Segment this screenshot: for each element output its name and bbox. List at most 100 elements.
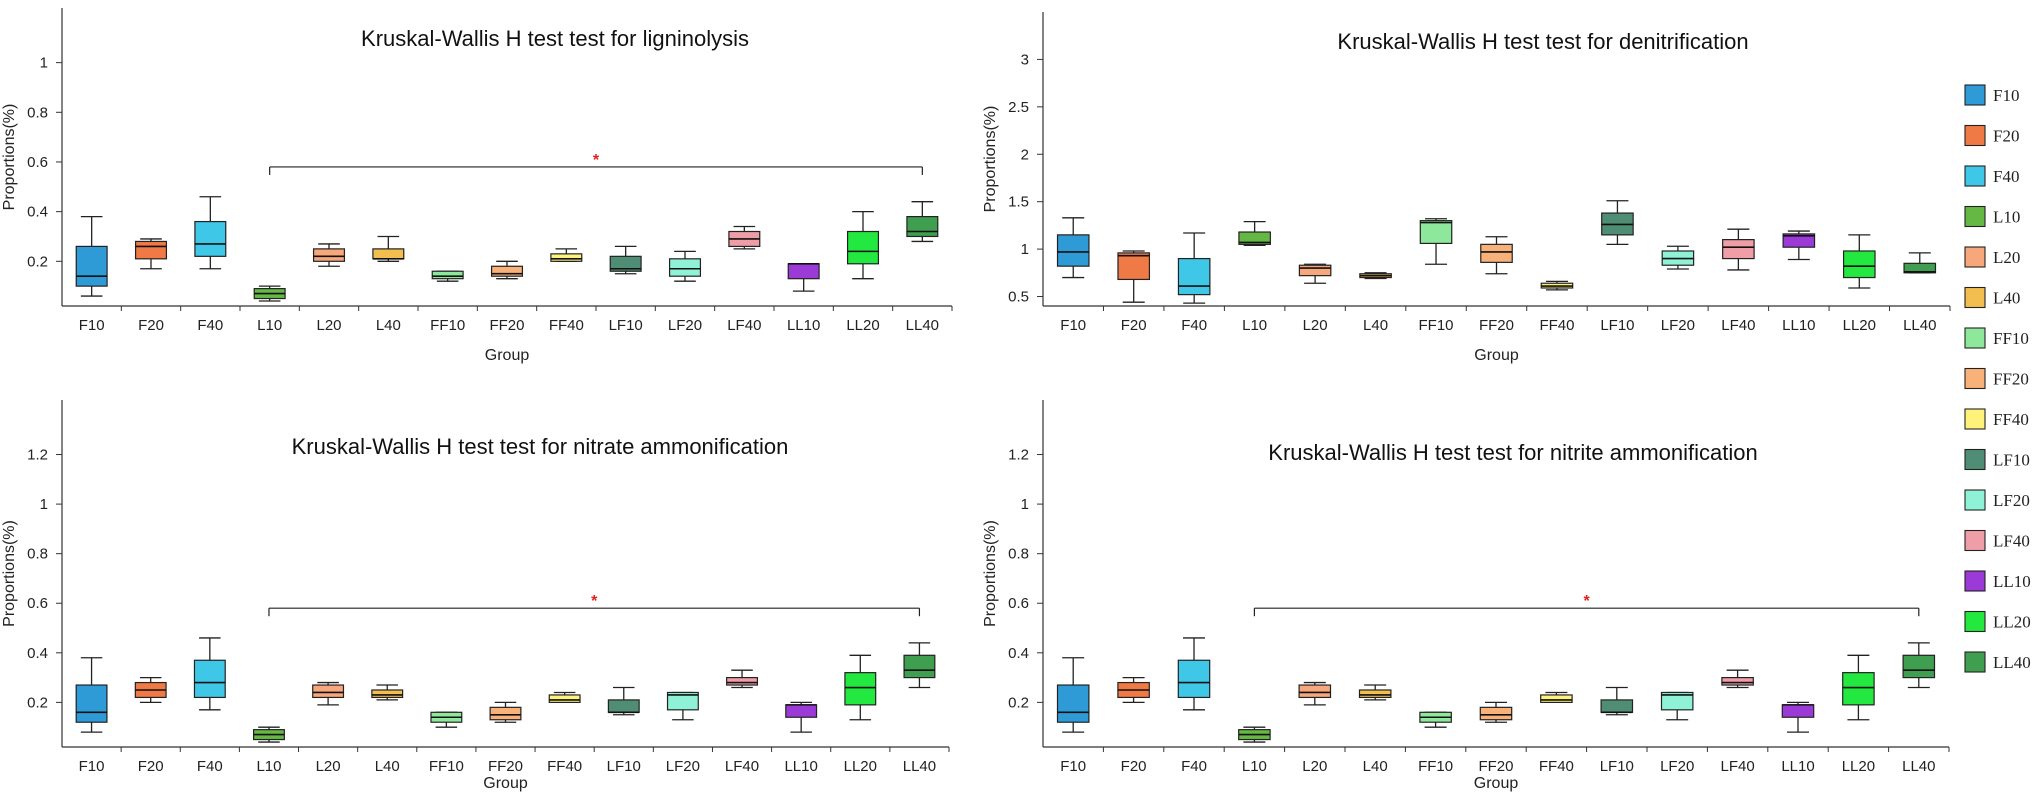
y-tick-label: 0.8 bbox=[27, 546, 48, 563]
legend-item-l40: L40 bbox=[1964, 286, 2020, 309]
legend-swatch bbox=[1964, 84, 1986, 106]
box-body bbox=[607, 699, 640, 713]
box-body bbox=[312, 248, 346, 262]
box-lf40: LF40 bbox=[1721, 228, 1770, 334]
box-body bbox=[1781, 704, 1815, 718]
significance-label: * bbox=[593, 152, 600, 169]
x-tick-label: LL10 bbox=[784, 758, 817, 775]
legend-label: L20 bbox=[1993, 248, 2020, 267]
legend-swatch bbox=[1964, 124, 1986, 147]
box-body bbox=[194, 220, 227, 257]
legend-label: LF40 bbox=[1993, 532, 2030, 551]
box-body bbox=[846, 230, 880, 265]
box-body bbox=[1298, 684, 1332, 699]
y-tick-label: 0.6 bbox=[27, 154, 48, 171]
box-body bbox=[1117, 252, 1151, 281]
significance-bracket: * bbox=[1253, 593, 1920, 617]
x-tick-label: LF20 bbox=[666, 758, 700, 775]
x-tick-label: L40 bbox=[376, 317, 401, 334]
box-body bbox=[1358, 689, 1392, 699]
box-body bbox=[906, 216, 939, 238]
box-f20: F20 bbox=[1117, 676, 1165, 775]
legend-label: FF20 bbox=[1993, 370, 2029, 389]
x-tick-label: FF10 bbox=[1418, 758, 1453, 775]
x-tick-label: LF40 bbox=[1721, 317, 1755, 334]
y-tick-label: 0.2 bbox=[27, 694, 48, 711]
x-tick-label: L10 bbox=[257, 317, 282, 334]
x-tick-label: FF40 bbox=[1539, 758, 1574, 775]
legend-label: L40 bbox=[1993, 289, 2020, 308]
x-tick-label: FF20 bbox=[488, 758, 523, 775]
legend-swatch bbox=[1964, 165, 1986, 187]
y-tick-label: 0.6 bbox=[27, 595, 48, 612]
box-lf10: LF10 bbox=[609, 245, 656, 334]
y-axis-label: Proportions(%) bbox=[982, 106, 999, 213]
legend-swatch bbox=[1964, 367, 1986, 390]
x-tick-label: FF40 bbox=[549, 317, 584, 334]
legend-swatch bbox=[1964, 529, 1986, 552]
box-f20: F20 bbox=[134, 676, 181, 775]
x-tick-label: LL20 bbox=[844, 758, 877, 775]
panel-ligninolysis: 0.2 0.4 0.6 0.8 1 Kruskal-Wallis H test test … bbox=[1, 8, 953, 364]
box-f10: F10 bbox=[75, 215, 122, 334]
box-body bbox=[785, 704, 818, 718]
y-tick-label: 1 bbox=[1021, 241, 1029, 258]
box-l10: L10 bbox=[1238, 726, 1286, 775]
box-lf20: LF20 bbox=[1661, 245, 1709, 334]
box-ll10: LL10 bbox=[1782, 230, 1830, 334]
x-tick-label: L20 bbox=[316, 317, 341, 334]
legend-item-ll40: LL40 bbox=[1964, 651, 2031, 673]
legend-swatch bbox=[1964, 610, 1986, 633]
box-body bbox=[1480, 243, 1513, 263]
y-tick-label: 0.8 bbox=[1008, 546, 1029, 563]
x-tick-label: LF40 bbox=[725, 758, 759, 775]
box-l10: L10 bbox=[253, 285, 300, 334]
legend-swatch bbox=[1964, 286, 1986, 309]
box-lf20: LF20 bbox=[666, 691, 713, 775]
x-axis-label: Group bbox=[485, 347, 530, 364]
legend-swatch bbox=[1964, 651, 1986, 673]
y-tick-label: 0.6 bbox=[1008, 595, 1029, 612]
box-ll10: LL10 bbox=[784, 701, 832, 775]
panel-nitrite-ammonification: 0.2 0.4 0.6 0.8 1 1.2 Kruskal-Wallis H test te… bbox=[982, 400, 1950, 792]
box-body bbox=[550, 253, 583, 262]
box-body bbox=[1600, 699, 1634, 713]
box-body bbox=[1479, 706, 1513, 721]
x-axis-label: Group bbox=[1474, 775, 1519, 792]
box-l20: L20 bbox=[312, 681, 359, 775]
box-ff20: FF20 bbox=[1479, 236, 1528, 334]
x-tick-label: LF10 bbox=[1600, 758, 1634, 775]
box-l10: L10 bbox=[252, 726, 300, 775]
x-axis-label: Group bbox=[1474, 347, 1519, 364]
box-body bbox=[787, 263, 820, 280]
box-f40: F40 bbox=[1177, 232, 1225, 334]
x-tick-label: L40 bbox=[375, 758, 400, 775]
box-ll40: LL40 bbox=[903, 642, 950, 775]
box-body bbox=[1177, 659, 1211, 699]
x-tick-label: F20 bbox=[1121, 758, 1147, 775]
box-ll20: LL20 bbox=[844, 654, 891, 775]
box-ff10: FF10 bbox=[429, 711, 477, 775]
box-body bbox=[75, 684, 108, 723]
box-body bbox=[489, 706, 522, 721]
box-ff20: FF20 bbox=[1478, 701, 1527, 775]
x-tick-label: F20 bbox=[138, 317, 164, 334]
x-tick-label: FF20 bbox=[1479, 317, 1514, 334]
y-tick-label: 2 bbox=[1021, 146, 1029, 163]
y-tick-label: 0.8 bbox=[27, 104, 48, 121]
legend-item-ff40: FF40 bbox=[1964, 408, 2029, 430]
x-tick-label: LF20 bbox=[1661, 317, 1695, 334]
box-body bbox=[844, 672, 877, 706]
x-tick-label: FF10 bbox=[429, 758, 464, 775]
legend-label: L10 bbox=[1993, 208, 2020, 227]
x-tick-label: FF20 bbox=[489, 317, 524, 334]
box-ff40: FF40 bbox=[1539, 691, 1588, 775]
box-l20: L20 bbox=[1298, 681, 1346, 775]
box-ll10: LL10 bbox=[787, 262, 834, 334]
legend-item-lf40: LF40 bbox=[1964, 529, 2030, 552]
x-tick-label: LF20 bbox=[668, 317, 702, 334]
box-ll10: LL10 bbox=[1781, 701, 1829, 775]
legend-swatch bbox=[1964, 327, 1986, 349]
box-body bbox=[1722, 239, 1755, 260]
legend-label: FF40 bbox=[1993, 410, 2029, 429]
